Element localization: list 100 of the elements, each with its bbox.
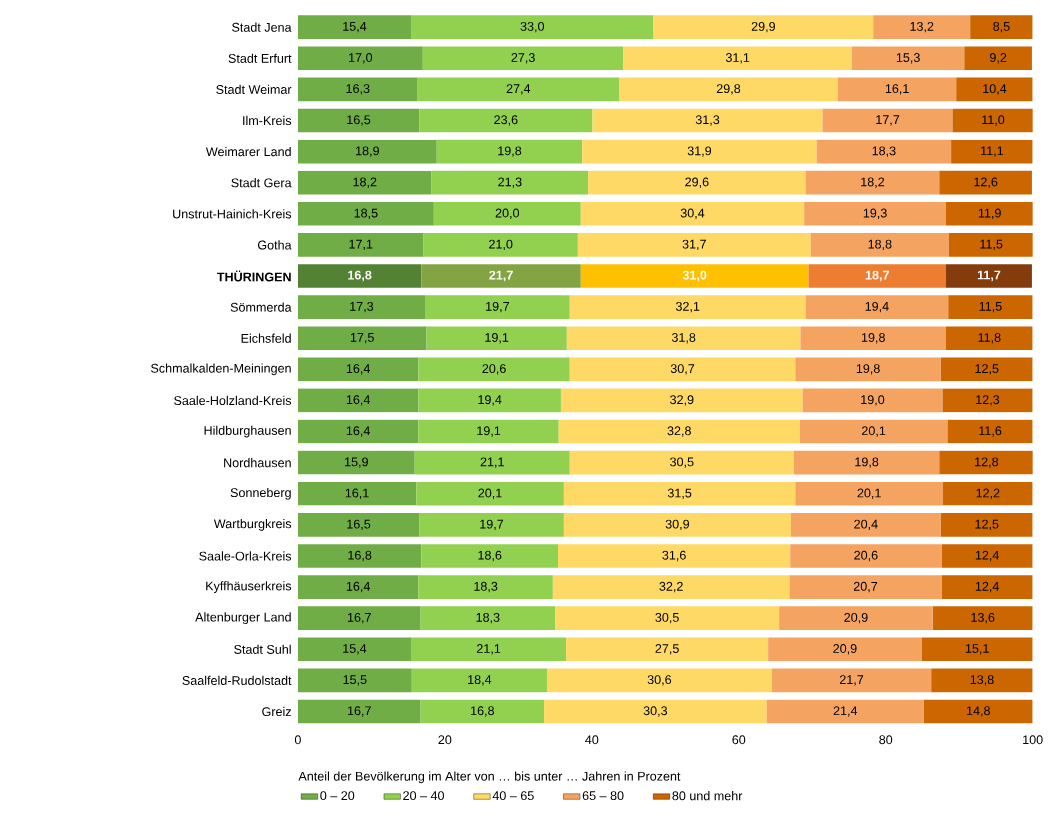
data-label: 20,1 [861, 426, 886, 437]
legend-label: 80 und mehr [672, 790, 743, 801]
data-label: 14,8 [967, 706, 990, 717]
bar [948, 232, 1033, 257]
bar [588, 170, 806, 195]
data-label: 12,2 [976, 488, 1000, 499]
y-tick-label: Altenburger Land [195, 612, 291, 624]
data-label: 11,5 [979, 301, 1002, 313]
data-label: 16,7 [347, 706, 371, 717]
bar [932, 606, 1033, 630]
data-label: 30,3 [643, 706, 668, 717]
bar [800, 326, 946, 350]
x-tick-label: 40 [585, 735, 599, 744]
bar [297, 419, 419, 444]
data-label: 23,6 [494, 115, 518, 126]
y-tick-label: Weimarer Land [205, 146, 291, 157]
bar [411, 668, 547, 693]
y-tick-label: Saale-Holzland-Kreis [174, 395, 292, 405]
data-label: 12,5 [975, 519, 999, 530]
data-label: 10,4 [983, 83, 1007, 95]
bar [297, 139, 437, 164]
x-tick-label: 60 [732, 735, 746, 744]
bar [951, 139, 1033, 164]
y-tick-label: Ilm-Kreis [243, 115, 292, 125]
bar [563, 481, 796, 506]
data-label: 19,8 [856, 363, 880, 375]
data-label: 18,5 [354, 208, 378, 219]
y-tick-label: Wartburgkreis [213, 518, 292, 531]
data-label: 13,6 [971, 612, 995, 624]
data-label: 20,9 [844, 612, 868, 624]
y-tick-label: Stadt Erfurt [228, 53, 292, 63]
data-label: 11,7 [977, 270, 1001, 282]
data-label: 30,5 [670, 457, 694, 468]
data-label: 18,2 [861, 177, 885, 188]
bar [297, 264, 422, 288]
bar [423, 232, 578, 257]
bar [941, 543, 1033, 568]
data-label: 19,7 [486, 301, 509, 313]
bar [436, 139, 583, 164]
bar [947, 419, 1033, 444]
legend-label: 40 – 65 [492, 791, 534, 800]
data-label: 30,5 [655, 612, 679, 624]
y-tick-label: Stadt Weimar [216, 84, 292, 94]
data-label: 20,0 [495, 208, 520, 219]
data-label: 17,3 [350, 301, 374, 313]
bar [577, 232, 811, 257]
data-label: 9,2 [989, 52, 1007, 64]
bar [297, 450, 415, 475]
data-label: 11,5 [980, 239, 1003, 250]
bar [297, 170, 432, 195]
bar [942, 388, 1033, 413]
bar [558, 543, 791, 568]
bar [417, 77, 619, 101]
bar [569, 450, 794, 475]
y-tick-label: THÜRINGEN [217, 270, 291, 282]
data-label: 16,5 [347, 519, 371, 530]
data-label: 33,0 [520, 21, 545, 33]
data-label: 21,1 [480, 457, 504, 468]
bar [804, 201, 946, 226]
data-label: 18,2 [353, 177, 377, 188]
data-label: 31,1 [725, 52, 750, 64]
data-label: 31,0 [682, 270, 707, 282]
bar [939, 450, 1033, 475]
bar [653, 15, 874, 39]
bar [945, 326, 1033, 350]
bar [766, 699, 924, 724]
bar [566, 637, 769, 661]
bar [931, 668, 1033, 693]
data-label: 11,1 [981, 146, 1004, 157]
data-label: 15,5 [343, 675, 367, 686]
bar [802, 388, 943, 413]
bar [795, 357, 941, 381]
data-label: 17,7 [876, 115, 900, 126]
bar [297, 357, 419, 381]
bar [822, 108, 953, 133]
bar [426, 326, 567, 350]
bar [297, 668, 412, 693]
data-label: 12,4 [975, 581, 999, 593]
bar [810, 232, 949, 257]
data-label: 11,8 [978, 332, 1001, 344]
bar [297, 512, 420, 537]
y-tick-label: Sömmerda [230, 302, 292, 312]
bar [956, 77, 1033, 101]
data-label: 32,2 [659, 581, 683, 593]
data-label: 19,3 [863, 208, 887, 219]
data-label: 15,9 [345, 457, 368, 468]
data-label: 27,3 [511, 52, 535, 64]
y-tick-label: Sonneberg [230, 487, 291, 500]
data-label: 30,7 [670, 363, 695, 375]
x-tick-label: 80 [879, 735, 893, 744]
bar [789, 575, 942, 599]
data-label: 18,7 [865, 270, 889, 282]
bar [569, 295, 806, 319]
y-tick-label: Stadt Gera [231, 177, 292, 188]
data-label: 20,7 [853, 581, 878, 593]
y-tick-label: Hildburghausen [204, 425, 291, 438]
data-label: 19,8 [498, 146, 522, 157]
bar [297, 15, 412, 39]
bar [411, 637, 567, 661]
data-label: 16,4 [346, 363, 371, 375]
